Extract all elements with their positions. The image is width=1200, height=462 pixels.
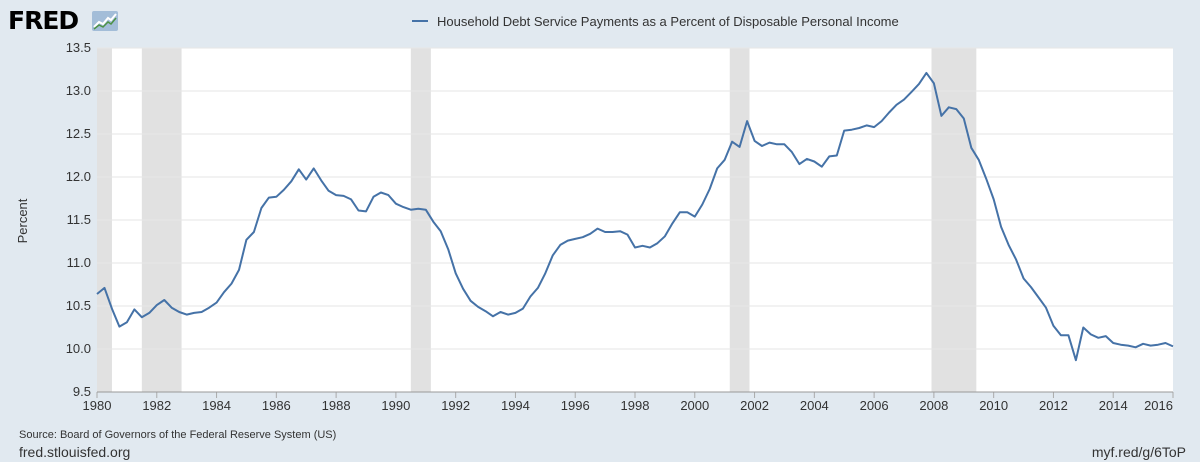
axes: 9.5 10.0 10.5 11.0 11.5 12.0 12.5 13.0 13.5 1980 1… <box>66 40 1173 413</box>
x-tick-label: 2006 <box>860 398 889 413</box>
y-tick-label: 10.5 <box>66 298 91 313</box>
x-tick-label: 1998 <box>621 398 650 413</box>
y-axis-title: Percent <box>15 198 30 243</box>
y-tick-label: 10.0 <box>66 341 91 356</box>
x-tick-label: 1996 <box>561 398 590 413</box>
x-tick-label: 2004 <box>800 398 829 413</box>
x-tick-label: 1988 <box>322 398 351 413</box>
series-layer <box>97 73 1173 360</box>
x-tick-label: 2002 <box>740 398 769 413</box>
x-tick-label: 2008 <box>919 398 948 413</box>
source-note: Source: Board of Governors of the Federa… <box>19 429 336 441</box>
y-tick-label: 12.5 <box>66 126 91 141</box>
series-line <box>97 73 1173 360</box>
y-tick-label: 13.5 <box>66 40 91 55</box>
site-link[interactable]: fred.stlouisfed.org <box>19 444 130 460</box>
x-tick-label: 2000 <box>680 398 709 413</box>
x-tick-label: 1986 <box>262 398 291 413</box>
x-tick-label: 1980 <box>83 398 112 413</box>
y-tick-label: 13.0 <box>66 83 91 98</box>
y-tick-label: 11.0 <box>67 255 91 270</box>
x-tick-label: 1984 <box>202 398 231 413</box>
x-tick-label: 1990 <box>381 398 410 413</box>
x-tick-label: 1982 <box>142 398 171 413</box>
short-link[interactable]: myf.red/g/6ToP <box>1092 444 1186 460</box>
x-tick-label: 2016 <box>1144 398 1173 413</box>
y-tick-label: 11.5 <box>67 212 91 227</box>
x-tick-label: 2010 <box>979 398 1008 413</box>
y-tick-label: 9.5 <box>73 384 91 399</box>
y-tick-label: 12.0 <box>66 169 91 184</box>
x-tick-label: 1992 <box>441 398 470 413</box>
x-tick-label: 2012 <box>1039 398 1068 413</box>
x-tick-label: 1994 <box>501 398 530 413</box>
x-tick-label: 2014 <box>1099 398 1128 413</box>
